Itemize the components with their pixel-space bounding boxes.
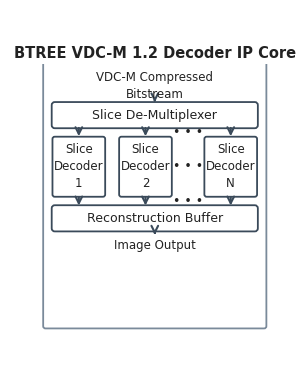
Text: Slice
Decoder
N: Slice Decoder N — [206, 143, 255, 190]
Text: Slice
Decoder
1: Slice Decoder 1 — [54, 143, 104, 190]
FancyBboxPatch shape — [204, 137, 257, 197]
Text: Reconstruction Buffer: Reconstruction Buffer — [87, 212, 223, 225]
Text: • • •: • • • — [173, 195, 203, 208]
Text: • • •: • • • — [173, 160, 203, 173]
Text: Image Output: Image Output — [114, 239, 196, 252]
FancyBboxPatch shape — [43, 51, 266, 329]
Text: Slice De-Multiplexer: Slice De-Multiplexer — [92, 108, 217, 121]
Text: BTREE VDC-M 1.2 Decoder IP Core: BTREE VDC-M 1.2 Decoder IP Core — [14, 46, 296, 61]
FancyBboxPatch shape — [52, 205, 258, 231]
Text: VDC-M Compressed
Bitstream: VDC-M Compressed Bitstream — [96, 71, 213, 101]
Text: • • •: • • • — [173, 126, 203, 139]
FancyBboxPatch shape — [52, 102, 258, 128]
FancyBboxPatch shape — [53, 137, 105, 197]
FancyBboxPatch shape — [119, 137, 172, 197]
Text: Slice
Decoder
2: Slice Decoder 2 — [121, 143, 170, 190]
